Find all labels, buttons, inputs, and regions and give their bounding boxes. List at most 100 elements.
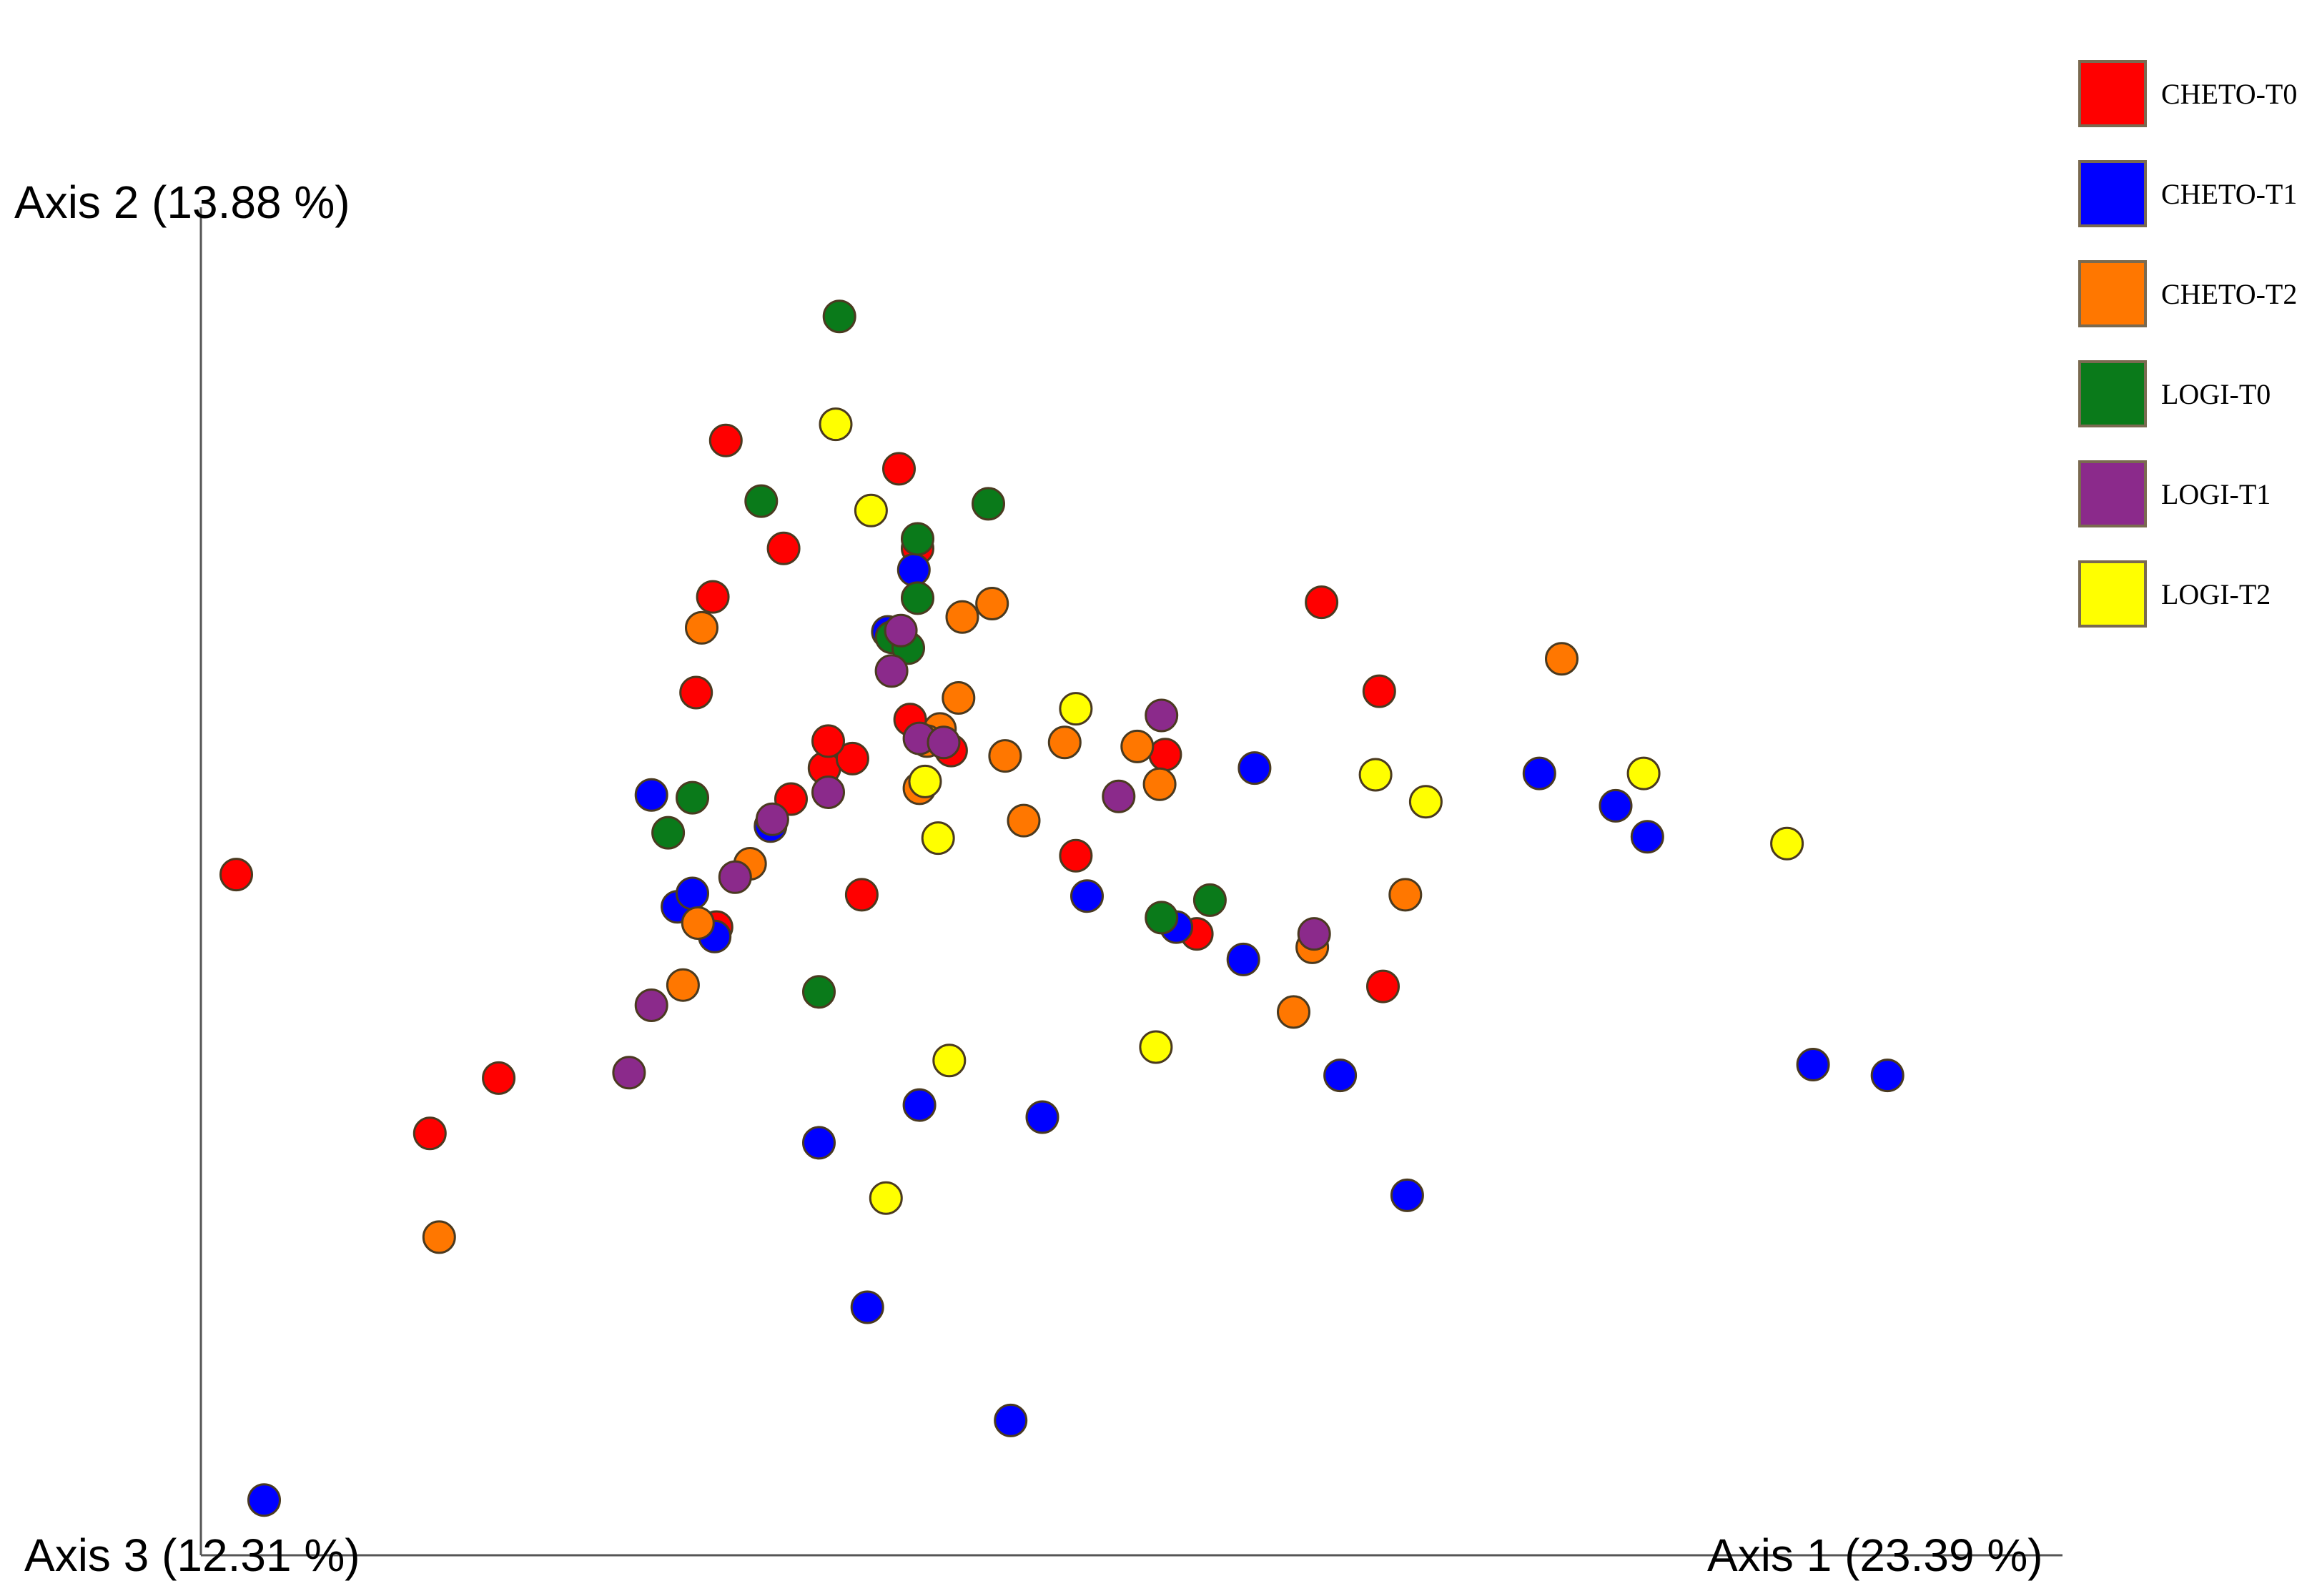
point-cheto-t1-2: [676, 876, 709, 911]
point-logi-t1-10: [1102, 779, 1136, 813]
point-logi-t1-0: [612, 1056, 646, 1090]
point-cheto-t0-12: [882, 452, 916, 486]
legend-swatch-logi-t0: [2078, 360, 2147, 427]
point-logi-t2-3: [921, 821, 955, 856]
point-cheto-t2-17: [945, 600, 979, 634]
point-logi-t0-7: [1145, 901, 1179, 935]
point-logi-t2-6: [1059, 692, 1093, 726]
point-cheto-t0-2: [482, 1061, 516, 1095]
point-logi-t0-2: [972, 487, 1005, 521]
point-cheto-t0-1: [412, 1116, 447, 1151]
point-logi-t0-9: [802, 975, 836, 1009]
point-cheto-t1-0: [247, 1483, 281, 1517]
point-logi-t1-5: [884, 613, 918, 648]
point-cheto-t1-16: [1390, 1178, 1424, 1212]
axis-2-label: Axis 2 (13.88 %): [14, 177, 350, 228]
point-cheto-t1-12: [1025, 1100, 1059, 1134]
point-logi-t1-11: [1297, 917, 1331, 951]
point-cheto-t1-17: [1522, 756, 1556, 790]
point-cheto-t2-10: [1047, 725, 1082, 760]
point-cheto-t2-12: [1388, 878, 1423, 912]
axes: [199, 207, 2062, 1557]
point-cheto-t0-3: [679, 675, 713, 710]
point-cheto-t2-15: [1142, 767, 1177, 801]
point-logi-t0-8: [1192, 883, 1227, 917]
point-cheto-t0-14: [766, 531, 801, 565]
point-cheto-t0-19: [1148, 738, 1182, 772]
point-cheto-t0-5: [696, 580, 730, 614]
point-logi-t2-10: [1626, 756, 1661, 790]
point-cheto-t2-0: [422, 1220, 456, 1254]
point-logi-t0-1: [744, 484, 779, 518]
point-cheto-t1-15: [1237, 751, 1272, 785]
point-cheto-t2-13: [1277, 995, 1310, 1029]
point-cheto-t2-9: [1007, 803, 1041, 838]
point-cheto-t1-6: [802, 1126, 836, 1160]
point-cheto-t0-18: [1305, 585, 1339, 620]
point-cheto-t0-11: [708, 423, 743, 457]
legend-label-cheto-t1: CHETO-T1: [2161, 178, 2297, 210]
point-logi-t1-4: [811, 775, 845, 809]
point-cheto-t1-11: [994, 1403, 1028, 1437]
point-cheto-t1-13: [1323, 1059, 1358, 1093]
point-logi-t2-9: [1408, 785, 1443, 819]
axis-1-label: Axis 1 (23.39 %): [1707, 1530, 2043, 1581]
point-cheto-t1-7: [850, 1290, 884, 1324]
point-logi-t1-6: [874, 654, 909, 688]
data-points: [219, 299, 1904, 1517]
point-logi-t1-8: [927, 725, 961, 760]
point-cheto-t1-21: [1870, 1059, 1904, 1093]
point-logi-t2-11: [1770, 826, 1804, 861]
point-logi-t0-5: [676, 780, 709, 815]
point-cheto-t2-19: [1120, 729, 1155, 763]
point-logi-t0-3: [901, 522, 934, 556]
point-logi-t2-0: [819, 407, 853, 442]
point-cheto-t1-23: [1226, 942, 1260, 976]
point-cheto-t0-0: [219, 858, 253, 892]
legend-swatch-cheto-t0: [2078, 60, 2147, 127]
point-cheto-t0-21: [1366, 969, 1400, 1003]
point-cheto-t2-8: [988, 739, 1022, 773]
point-logi-t1-3: [755, 802, 789, 836]
point-cheto-t1-4: [634, 778, 668, 812]
point-logi-t0-0: [822, 299, 856, 334]
point-cheto-t0-8: [835, 741, 869, 775]
point-logi-t2-5: [869, 1181, 903, 1215]
point-cheto-t0-20: [1362, 674, 1396, 708]
point-cheto-t1-20: [1796, 1048, 1830, 1081]
point-cheto-t1-19: [1630, 820, 1664, 854]
point-cheto-t1-9: [896, 552, 931, 587]
legend-swatch-cheto-t1: [2078, 160, 2147, 227]
point-logi-t0-11: [901, 581, 934, 615]
point-cheto-t2-1: [666, 968, 700, 1002]
axis-3-label: Axis 3 (12.31 %): [24, 1530, 360, 1581]
point-logi-t0-6: [651, 816, 686, 850]
axis-labels: Axis 2 (13.88 %) Axis 3 (12.31 %) Axis 1…: [14, 177, 2043, 1581]
legend-label-logi-t0: LOGI-T0: [2161, 378, 2271, 410]
point-cheto-t1-22: [1070, 879, 1104, 913]
legend: CHETO-T0 CHETO-T1 CHETO-T2 LOGI-T0 LOGI-T1 LO…: [2078, 60, 2297, 628]
point-cheto-t1-8: [902, 1088, 937, 1122]
point-cheto-t1-18: [1599, 788, 1633, 823]
point-cheto-t2-14: [1545, 642, 1579, 676]
point-logi-t2-8: [1358, 758, 1393, 792]
point-cheto-t2-4: [685, 610, 718, 645]
point-logi-t2-1: [854, 493, 888, 527]
legend-swatch-cheto-t2: [2078, 260, 2147, 327]
legend-swatch-logi-t2: [2078, 560, 2147, 628]
legend-label-logi-t2: LOGI-T2: [2161, 578, 2271, 610]
point-cheto-t0-13: [844, 878, 879, 912]
legend-label-cheto-t0: CHETO-T0: [2161, 78, 2297, 110]
legend-label-logi-t1: LOGI-T1: [2161, 478, 2271, 510]
point-logi-t1-9: [1145, 698, 1179, 733]
point-logi-t2-2: [908, 764, 942, 798]
point-logi-t2-4: [932, 1044, 967, 1078]
point-logi-t1-1: [634, 988, 668, 1022]
point-logi-t2-7: [1139, 1030, 1173, 1064]
point-cheto-t2-16: [975, 587, 1009, 620]
point-cheto-t2-3: [681, 906, 715, 940]
legend-swatch-logi-t1: [2078, 460, 2147, 527]
point-cheto-t0-16: [1059, 838, 1093, 873]
point-cheto-t0-15: [811, 724, 845, 758]
